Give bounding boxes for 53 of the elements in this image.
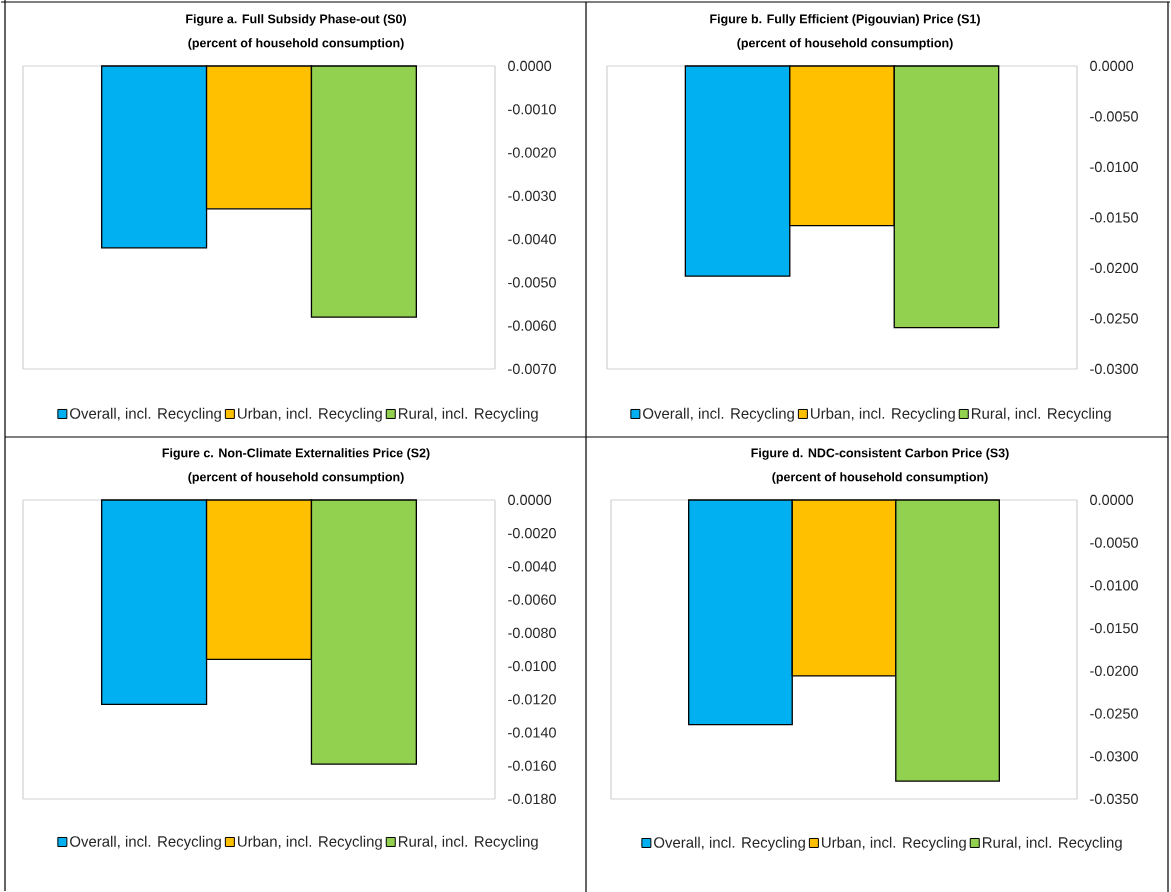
legend-label: Overall, incl. Recycling <box>70 407 221 422</box>
y-tick-label: -0.0120 <box>508 694 556 705</box>
y-tick-label: -0.0300 <box>1090 751 1138 762</box>
y-tick-label: -0.0200 <box>1090 262 1138 274</box>
chart-subtitle: (percent of household consumption) <box>772 472 988 484</box>
y-tick-label: -0.0100 <box>1090 161 1138 173</box>
legend-label: Overall, incl. Recycling <box>643 407 794 422</box>
chart-subtitle: (percent of household consumption) <box>737 38 953 50</box>
legend-label: Rural, incl. Recycling <box>398 407 538 422</box>
y-tick-label: -0.0050 <box>1090 111 1138 122</box>
y-tick-label: -0.0060 <box>508 594 556 605</box>
legend-label: Urban, incl. Recycling <box>238 407 382 422</box>
y-tick-label: 0.0000 <box>1090 60 1134 72</box>
y-tick-label: -0.0250 <box>1090 313 1138 324</box>
y-tick-label: 0.0000 <box>1090 494 1134 506</box>
legend-label: Urban, incl. Recycling <box>822 836 966 851</box>
y-tick-label: -0.0300 <box>1090 363 1138 375</box>
y-tick-label: -0.0150 <box>1090 623 1138 634</box>
y-tick-label: -0.0040 <box>508 234 556 245</box>
y-tick-label: -0.0020 <box>508 147 556 158</box>
legend-label: Overall, incl. Recycling <box>654 836 805 851</box>
chart-title: Figure c. Non-Climate Externalities Price (S2) <box>162 448 430 460</box>
y-tick-label: -0.0100 <box>1090 580 1138 591</box>
y-tick-label: -0.0050 <box>508 277 556 288</box>
y-tick-label: 0.0000 <box>508 60 552 72</box>
chart-title: Figure b. Fully Efficient (Pigouvian) Price (S1) <box>710 14 980 26</box>
legend-label: Urban, incl. Recycling <box>238 835 382 850</box>
y-tick-label: -0.0160 <box>508 760 556 771</box>
y-tick-label: -0.0200 <box>1090 665 1138 676</box>
y-tick-label: -0.0100 <box>508 660 556 672</box>
y-tick-label: -0.0180 <box>508 793 556 805</box>
y-tick-label: -0.0030 <box>508 190 556 201</box>
chart-subtitle: (percent of household consumption) <box>188 472 404 484</box>
y-tick-label: -0.0050 <box>1090 537 1138 548</box>
y-tick-label: -0.0070 <box>508 363 556 375</box>
y-tick-label: -0.0150 <box>1090 212 1138 223</box>
y-tick-label: -0.0080 <box>508 627 556 638</box>
legend-label: Rural, incl. Recycling <box>982 836 1122 851</box>
y-tick-label: -0.0140 <box>508 727 556 738</box>
chart-title: Figure d. NDC-consistent Carbon Price (S3) <box>751 448 1009 460</box>
legend-label: Rural, incl. Recycling <box>398 835 538 850</box>
y-tick-label: 0.0000 <box>508 494 552 506</box>
legend-label: Overall, incl. Recycling <box>70 835 221 850</box>
chart-title: Figure a. Full Subsidy Phase-out (S0) <box>186 14 406 26</box>
y-tick-label: -0.0010 <box>508 104 556 115</box>
y-tick-label: -0.0250 <box>1090 708 1138 719</box>
legend-label: Urban, incl. Recycling <box>811 407 955 422</box>
chart-subtitle: (percent of household consumption) <box>188 38 404 50</box>
y-tick-label: -0.0350 <box>1090 793 1138 805</box>
y-tick-label: -0.0060 <box>508 320 556 331</box>
y-tick-label: -0.0040 <box>508 561 556 572</box>
legend-label: Rural, incl. Recycling <box>971 407 1111 422</box>
y-tick-label: -0.0020 <box>508 528 556 539</box>
